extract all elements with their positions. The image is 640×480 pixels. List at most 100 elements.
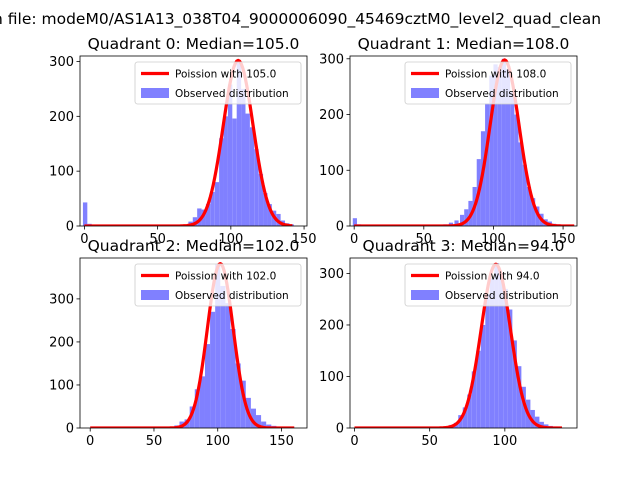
poisson-curve-line: [89, 261, 295, 428]
subplot-3: 0 50 100 0 100 200 300 Quadrant 3: Median=94.0 P…: [319, 237, 578, 449]
histogram-bar: [512, 340, 517, 428]
legend: Poission with 105.0 Observed distribution: [134, 61, 302, 105]
histogram-bar: [531, 198, 536, 226]
histogram-bar: [263, 193, 268, 226]
plot-content: [354, 262, 563, 428]
y-tick-label: 100: [49, 165, 74, 180]
legend-label-poisson: Poission with 102.0: [175, 271, 276, 283]
legend-hist-swatch: [141, 88, 169, 98]
histogram-bar: [82, 202, 88, 226]
subplot-1: 0 50 100 150 0 100 200 300 Quadrant 1: Median=10…: [319, 35, 578, 247]
histogram-bar: [493, 64, 498, 226]
y-tick-label: 300: [49, 292, 74, 307]
histogram-bar: [507, 309, 513, 428]
legend-label-observed: Observed distribution: [445, 290, 559, 302]
plot-content: [89, 261, 295, 428]
histogram-bar: [227, 84, 233, 226]
histogram-bar: [505, 68, 511, 226]
x-tick-label: 150: [269, 434, 294, 449]
legend-box: [404, 61, 572, 105]
axes-frame: [349, 257, 578, 429]
legend-box: [134, 61, 302, 105]
x-tick-label: 150: [292, 232, 317, 247]
histogram-bar: [503, 288, 508, 428]
histogram-bar: [516, 366, 522, 428]
x-tick-label: 0: [350, 434, 358, 449]
plot-content: [82, 58, 294, 226]
histogram-bar: [258, 173, 264, 226]
x-tick-label: 50: [146, 434, 163, 449]
y-tick-label: 200: [319, 318, 344, 333]
histogram-bar: [205, 204, 211, 226]
histogram-bar: [534, 416, 540, 428]
histogram-bar: [476, 350, 481, 428]
legend-hist-swatch: [411, 290, 439, 300]
histogram-bar: [497, 67, 502, 226]
legend-hist-swatch: [141, 290, 169, 300]
histogram-bar: [261, 421, 267, 428]
x-tick-label: 0: [350, 232, 358, 247]
x-tick-label: 50: [416, 232, 433, 247]
subplot-title: Quadrant 2: Median=102.0: [88, 237, 300, 255]
histogram-bar: [254, 149, 259, 226]
figure-suptitle: n file: modeM0/AS1A13_038T04_9000006090_…: [0, 10, 601, 29]
histogram-bar: [518, 142, 523, 226]
histogram-bar: [494, 263, 499, 428]
legend: Poission with 108.0 Observed distribution: [404, 61, 572, 105]
y-tick-label: 300: [319, 52, 344, 67]
histogram-bar: [510, 92, 515, 226]
y-tick-label: 300: [319, 267, 344, 282]
y-tick-label: 0: [66, 220, 74, 235]
y-tick-label: 200: [319, 108, 344, 123]
histogram-bar: [192, 217, 198, 226]
histogram-bar: [485, 103, 490, 226]
legend-label-observed: Observed distribution: [445, 88, 559, 100]
histogram-bar: [485, 294, 490, 428]
histogram-bar: [210, 192, 215, 226]
histogram-bar: [249, 127, 255, 226]
histogram-bar: [250, 408, 256, 428]
subplot-2: 0 50 100 150 0 100 200 300 Quadrant 2: Median=10…: [49, 237, 308, 449]
axes-frame: [79, 55, 308, 227]
histogram-bar: [201, 209, 206, 226]
y-tick-label: 0: [336, 422, 344, 437]
histogram-bar: [467, 394, 472, 428]
subplot-title: Quadrant 0: Median=105.0: [88, 35, 300, 53]
y-tick-label: 200: [49, 110, 74, 125]
histogram-bar: [471, 371, 477, 428]
poisson-curve-line: [84, 58, 293, 226]
histogram-bar: [454, 220, 459, 226]
histogram-bar: [220, 285, 226, 428]
histogram-bar: [235, 363, 241, 428]
histogram-bar: [462, 407, 468, 428]
subplot-0: 0 50 100 150 0 100 200 300 Quadrant 0: Median=10…: [49, 35, 316, 247]
x-tick-label: 100: [218, 232, 243, 247]
histogram-bar: [526, 186, 532, 226]
histogram-bar: [197, 208, 202, 226]
x-tick-label: 0: [86, 434, 94, 449]
x-tick-label: 100: [492, 434, 517, 449]
histogram-bar: [223, 116, 228, 226]
histogram-bar: [236, 62, 242, 226]
y-tick-label: 100: [319, 370, 344, 385]
x-tick-label: 50: [149, 232, 166, 247]
histogram-bar: [245, 113, 250, 226]
histogram-bar: [255, 415, 262, 428]
histogram-bar: [230, 329, 236, 428]
legend-label-poisson: Poission with 94.0: [445, 271, 540, 283]
histogram-bar: [194, 389, 200, 428]
histogram-bar: [232, 118, 237, 226]
histogram-bar: [489, 75, 494, 226]
histogram-bar: [352, 218, 357, 226]
histogram-bar: [219, 138, 224, 226]
y-tick-label: 200: [49, 335, 74, 350]
subplot-title: Quadrant 3: Median=94.0: [363, 237, 565, 255]
x-tick-label: 150: [551, 232, 576, 247]
histogram-bar: [267, 204, 272, 226]
histogram-bar: [460, 214, 465, 226]
histogram-bar: [199, 376, 205, 428]
histogram-bar: [539, 421, 544, 428]
histogram-bar: [215, 264, 221, 428]
legend-label-observed: Observed distribution: [175, 290, 289, 302]
